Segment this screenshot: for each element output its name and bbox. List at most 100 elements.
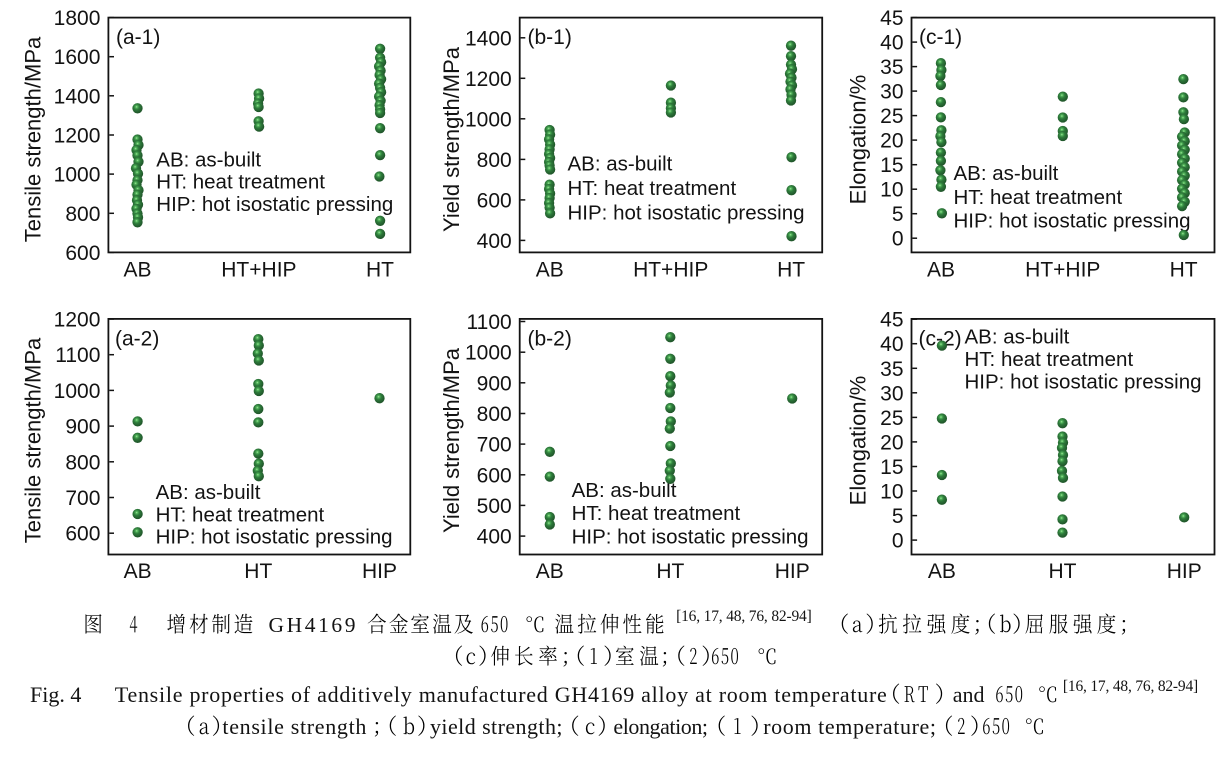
svg-text:20: 20 [880, 431, 903, 454]
svg-text:HT: heat treatment: HT: heat treatment [156, 503, 325, 526]
svg-text:HT+HIP: HT+HIP [633, 259, 708, 282]
svg-text:5: 5 [892, 203, 904, 226]
svg-text:AB: AB [124, 560, 152, 583]
svg-text:HIP: hot isostatic pressing: HIP: hot isostatic pressing [156, 193, 393, 216]
svg-text:elongation;: elongation; [613, 714, 708, 739]
svg-text:600: 600 [65, 523, 100, 546]
svg-text:HT: heat treatment: HT: heat treatment [572, 502, 741, 525]
svg-text:[16, 17, 48, 76, 82-94]: [16, 17, 48, 76, 82-94] [676, 608, 812, 625]
svg-text:30: 30 [880, 81, 903, 104]
svg-text:AB: AB [928, 560, 956, 583]
svg-text:HT: HT [366, 259, 394, 282]
svg-text:AB: AB [927, 259, 955, 282]
svg-text:Yield strength/MPa: Yield strength/MPa [439, 347, 464, 533]
svg-text:15: 15 [880, 154, 903, 177]
svg-text:45: 45 [880, 7, 903, 30]
svg-text:AB: as-built: AB: as-built [156, 481, 261, 504]
svg-text:Tensile strength/MPa: Tensile strength/MPa [20, 337, 45, 543]
svg-text:900: 900 [477, 372, 512, 395]
svg-text:yield strength;: yield strength; [430, 714, 563, 739]
svg-text:1200: 1200 [54, 125, 101, 148]
svg-text:800: 800 [65, 203, 100, 226]
svg-text:HIP: hot isostatic pressing: HIP: hot isostatic pressing [156, 525, 393, 548]
svg-text:0: 0 [892, 228, 904, 251]
svg-text:700: 700 [477, 434, 512, 457]
svg-text:600: 600 [65, 242, 100, 265]
svg-text:800: 800 [65, 451, 100, 474]
svg-text:AB: as-built: AB: as-built [568, 153, 673, 176]
svg-text:1200: 1200 [54, 309, 101, 332]
svg-text:1600: 1600 [54, 46, 101, 69]
svg-text:35: 35 [880, 56, 903, 79]
svg-text:HT+HIP: HT+HIP [221, 259, 296, 282]
svg-text:HIP: HIP [775, 560, 810, 583]
svg-text:AB: AB [123, 259, 151, 282]
svg-text:AB: as-built: AB: as-built [954, 162, 1059, 185]
svg-text:1400: 1400 [465, 27, 512, 50]
svg-text:AB: AB [536, 259, 564, 282]
svg-text:Yield strength/MPa: Yield strength/MPa [439, 46, 464, 232]
svg-text:HIP: hot isostatic pressing: HIP: hot isostatic pressing [954, 210, 1191, 233]
svg-text:15: 15 [880, 456, 903, 479]
svg-text:25: 25 [880, 407, 903, 430]
svg-text:800: 800 [477, 403, 512, 426]
svg-text:HT: HT [244, 560, 272, 583]
svg-text:25: 25 [880, 105, 903, 128]
svg-text:1400: 1400 [54, 85, 101, 108]
svg-text:10: 10 [880, 179, 903, 202]
svg-text:400: 400 [477, 526, 512, 549]
svg-text:HT: HT [1049, 560, 1077, 583]
svg-text:(c-2): (c-2) [919, 328, 962, 351]
svg-text:1800: 1800 [54, 7, 101, 30]
svg-text:40: 40 [880, 32, 903, 55]
svg-text:HIP: HIP [362, 560, 397, 583]
svg-text:HT: HT [777, 259, 805, 282]
svg-text:HT: heat treatment: HT: heat treatment [156, 171, 325, 194]
svg-text:Tensile properties of additive: Tensile properties of additively manufac… [115, 682, 887, 707]
svg-text:HIP: hot isostatic pressing: HIP: hot isostatic pressing [965, 370, 1202, 393]
svg-text:(b-2): (b-2) [528, 328, 572, 351]
svg-text:HT: heat treatment: HT: heat treatment [954, 186, 1123, 209]
svg-text:room temperature;: room temperature; [763, 714, 936, 739]
svg-text:AB: as-built: AB: as-built [572, 479, 677, 502]
svg-text:tensile strength: tensile strength [222, 714, 366, 739]
svg-text:AB: AB [536, 560, 564, 583]
svg-text:10: 10 [880, 481, 903, 504]
svg-text:900: 900 [65, 416, 100, 439]
svg-text:5: 5 [892, 505, 904, 528]
svg-text:600: 600 [477, 464, 512, 487]
svg-text:1000: 1000 [465, 342, 512, 365]
svg-text:(a-1): (a-1) [116, 26, 160, 49]
svg-text:20: 20 [880, 130, 903, 153]
svg-text:and: and [953, 682, 985, 707]
svg-text:400: 400 [477, 230, 512, 253]
svg-text:600: 600 [477, 189, 512, 212]
svg-text:HT: HT [656, 560, 684, 583]
svg-text:(b-1): (b-1) [528, 26, 572, 49]
svg-text:HIP: hot isostatic pressing: HIP: hot isostatic pressing [572, 525, 809, 548]
svg-text:1000: 1000 [54, 380, 101, 403]
svg-text:HT+HIP: HT+HIP [1025, 259, 1100, 282]
svg-text:1200: 1200 [465, 68, 512, 91]
svg-text:[16, 17, 48, 76, 82-94]: [16, 17, 48, 76, 82-94] [1063, 678, 1198, 695]
svg-text:Elongation/%: Elongation/% [846, 75, 871, 205]
svg-text:HT: HT [1170, 259, 1198, 282]
svg-text:HT: heat treatment: HT: heat treatment [568, 177, 737, 200]
svg-text:HIP: hot isostatic pressing: HIP: hot isostatic pressing [568, 201, 805, 224]
svg-text:(a-2): (a-2) [115, 328, 159, 351]
svg-text:30: 30 [880, 382, 903, 405]
svg-text:AB: as-built: AB: as-built [156, 148, 261, 171]
svg-text:(c-1): (c-1) [919, 26, 962, 49]
svg-text:AB: as-built: AB: as-built [965, 325, 1070, 348]
svg-text:700: 700 [65, 487, 100, 510]
svg-text:500: 500 [477, 495, 512, 518]
svg-text:GH4169: GH4169 [269, 613, 356, 637]
svg-text:1100: 1100 [467, 311, 512, 334]
svg-text:HT: heat treatment: HT: heat treatment [965, 348, 1134, 371]
svg-text:35: 35 [880, 358, 903, 381]
svg-text:0: 0 [892, 530, 904, 553]
svg-text:Fig. 4: Fig. 4 [30, 682, 81, 707]
svg-text:Tensile strength/MPa: Tensile strength/MPa [20, 36, 45, 242]
svg-text:1000: 1000 [465, 108, 512, 131]
svg-text:45: 45 [880, 309, 903, 332]
